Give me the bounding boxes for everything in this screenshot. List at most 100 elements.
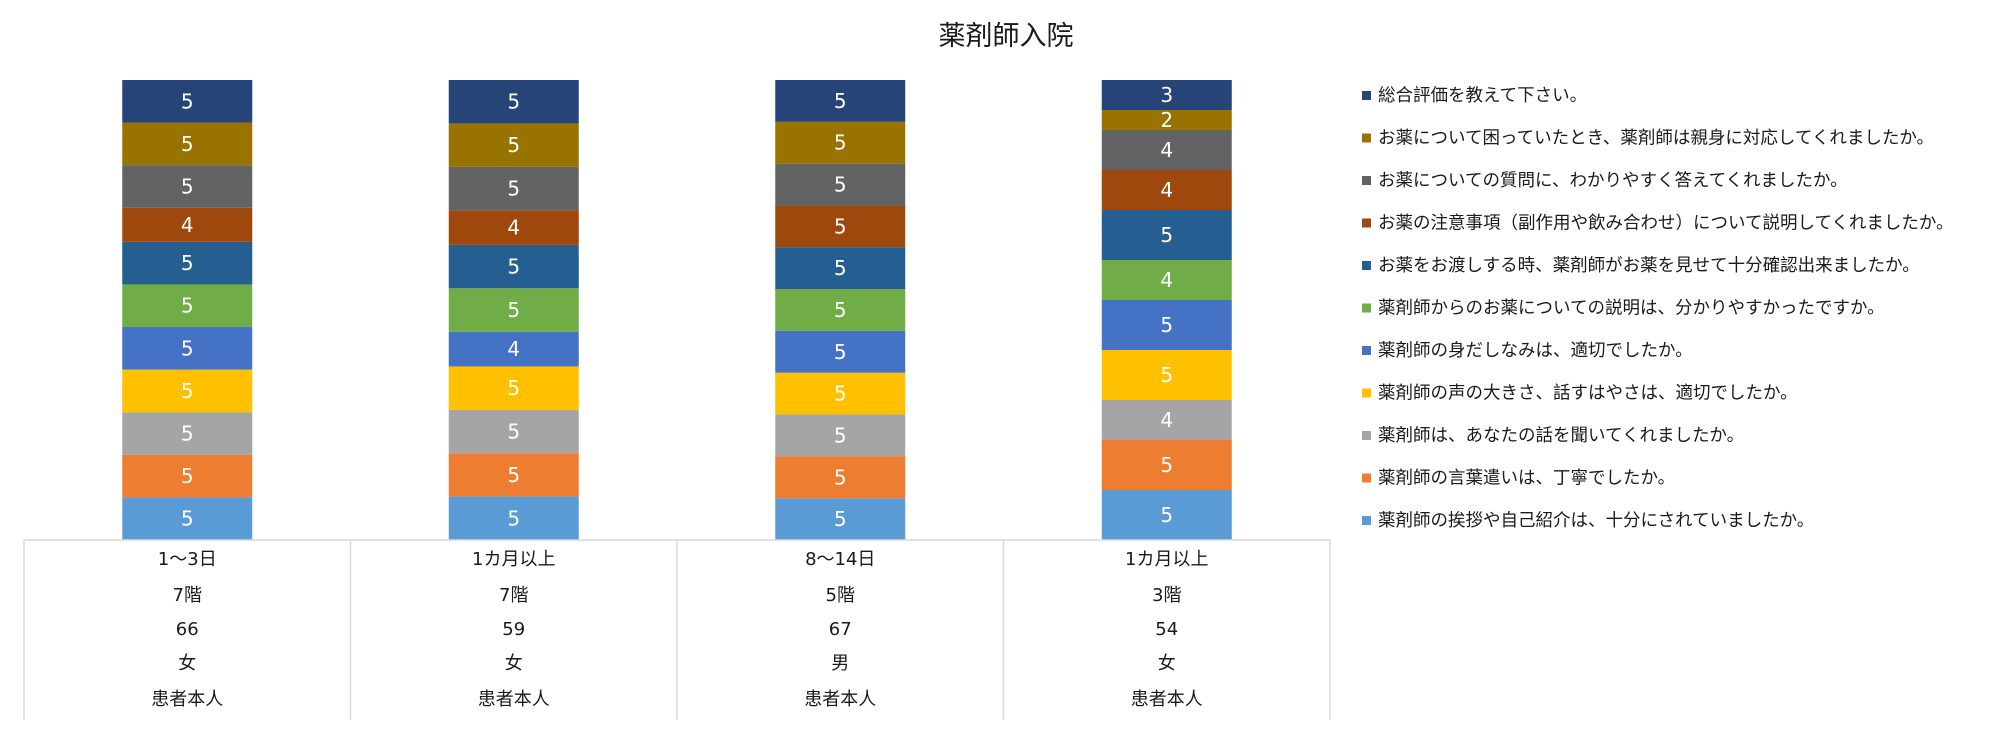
category-label: 男	[831, 653, 849, 674]
data-label: 5	[834, 465, 847, 489]
legend-swatch	[1362, 261, 1371, 270]
bar-segment	[448, 80, 579, 124]
data-label: 5	[834, 507, 847, 531]
bar-segment	[1101, 110, 1232, 130]
legend-entry: お薬の注意事項（副作用や飲み合わせ）について説明してくれましたか。	[1378, 214, 1954, 234]
bar-segment	[448, 409, 579, 454]
bar-segment	[448, 331, 579, 367]
data-label: 5	[834, 173, 847, 197]
data-label: 5	[507, 376, 520, 400]
data-label: 5	[507, 90, 520, 114]
legend-entry: お薬についての質問に、わかりやすく答えてくれましたか。	[1378, 171, 1848, 191]
bar-segment	[122, 284, 253, 328]
category-label: 1カ月以上	[472, 549, 555, 570]
bar-segment	[1101, 210, 1232, 260]
data-label: 5	[834, 340, 847, 364]
bar-segment	[122, 207, 253, 242]
data-label: 5	[1160, 453, 1173, 477]
data-label: 5	[181, 336, 194, 360]
data-label: 5	[507, 133, 520, 157]
legend-swatch	[1362, 346, 1371, 355]
data-label: 5	[1160, 503, 1173, 527]
data-label: 5	[181, 294, 194, 318]
bar-segment	[1101, 300, 1232, 350]
legend-swatch	[1362, 176, 1371, 185]
category-label: 患者本人	[151, 689, 223, 710]
legend-entry: 薬剤師は、あなたの話を聞いてくれましたか。	[1378, 426, 1744, 446]
data-label: 5	[507, 420, 520, 444]
bar-segment	[1101, 400, 1232, 440]
legend: 総合評価を教えて下さい。お薬について困っていたとき、薬剤師は親身に対応してくれま…	[1362, 86, 1954, 531]
bar-segment	[448, 453, 579, 497]
category-label: 5階	[826, 585, 855, 606]
data-label: 5	[507, 463, 520, 487]
data-label: 5	[834, 131, 847, 155]
category-label: 7階	[173, 585, 202, 606]
bar-segment	[448, 210, 579, 245]
category-label: 女	[1158, 653, 1176, 674]
data-label: 4	[1160, 178, 1173, 202]
bar-segment	[775, 289, 906, 331]
bar-segment	[1101, 170, 1232, 210]
data-label: 5	[1160, 223, 1173, 247]
data-label: 5	[834, 256, 847, 280]
data-label: 4	[1160, 138, 1173, 162]
bar-segment	[775, 456, 906, 499]
bar-segment	[1101, 440, 1232, 490]
legend-entry: お薬について困っていたとき、薬剤師は親身に対応してくれましたか。	[1378, 129, 1934, 149]
bar-segment	[122, 497, 253, 540]
data-label: 5	[181, 132, 194, 156]
category-label: 1カ月以上	[1125, 549, 1208, 570]
data-label: 5	[507, 176, 520, 200]
legend-entry: お薬をお渡しする時、薬剤師がお薬を見せて十分確認出来ましたか。	[1378, 256, 1920, 276]
legend-swatch	[1362, 218, 1371, 228]
bar-segment	[775, 80, 906, 122]
legend-entry: 薬剤師の言葉遣いは、丁寧でしたか。	[1378, 469, 1675, 489]
data-label: 2	[1160, 108, 1173, 132]
legend-swatch	[1362, 473, 1371, 483]
category-label: 67	[829, 619, 852, 640]
category-label: 8～14日	[805, 549, 875, 570]
data-label: 3	[1160, 83, 1173, 107]
data-label: 5	[834, 382, 847, 406]
bars-layer: 5 5 5 5 5 5 5 4 5 5 5 5 5 5 5 4 5 5 4 5 5 5 5 5 5 5 5 5 5 5 5 5 5 5 5 4 5 5 4 5…	[122, 80, 1232, 540]
category-label: 3階	[1152, 585, 1181, 606]
data-label: 5	[507, 255, 520, 279]
legend-entry: 薬剤師の挨拶や自己紹介は、十分にされていましたか。	[1378, 511, 1814, 531]
bar-segment	[122, 454, 253, 498]
data-label: 5	[507, 506, 520, 530]
data-label: 4	[507, 337, 520, 361]
legend-entry: 薬剤師の声の大きさ、話すはやさは、適切でしたか。	[1378, 384, 1798, 404]
bar-segment	[775, 330, 906, 373]
bar-segment	[1101, 80, 1232, 110]
category-label: 54	[1155, 619, 1178, 640]
bar-segment	[775, 372, 906, 415]
bar-segment	[448, 244, 579, 289]
bar-segment	[122, 165, 253, 208]
category-label: 59	[502, 619, 525, 640]
chart-title: 薬剤師入院	[939, 21, 1074, 52]
bar-segment	[448, 366, 579, 410]
bar-segment	[1101, 350, 1232, 400]
data-label: 5	[834, 89, 847, 113]
legend-entry: 薬剤師の身だしなみは、適切でしたか。	[1378, 341, 1693, 361]
bar-segment	[122, 369, 253, 413]
data-label: 5	[181, 379, 194, 403]
bar-segment	[448, 123, 579, 167]
category-label: 患者本人	[1131, 689, 1203, 710]
bar-segment	[448, 288, 579, 332]
data-label: 5	[181, 464, 194, 488]
data-label: 4	[507, 216, 520, 240]
legend-entry: 薬剤師からのお薬についての説明は、分かりやすかったですか。	[1378, 299, 1885, 319]
category-label: 女	[178, 653, 196, 674]
data-label: 4	[1160, 408, 1173, 432]
data-label: 5	[181, 422, 194, 446]
data-label: 5	[834, 298, 847, 322]
category-label: 女	[505, 653, 523, 674]
data-label: 5	[181, 507, 194, 531]
data-label: 5	[834, 214, 847, 238]
data-label: 5	[834, 423, 847, 447]
bar-segment	[775, 163, 906, 206]
